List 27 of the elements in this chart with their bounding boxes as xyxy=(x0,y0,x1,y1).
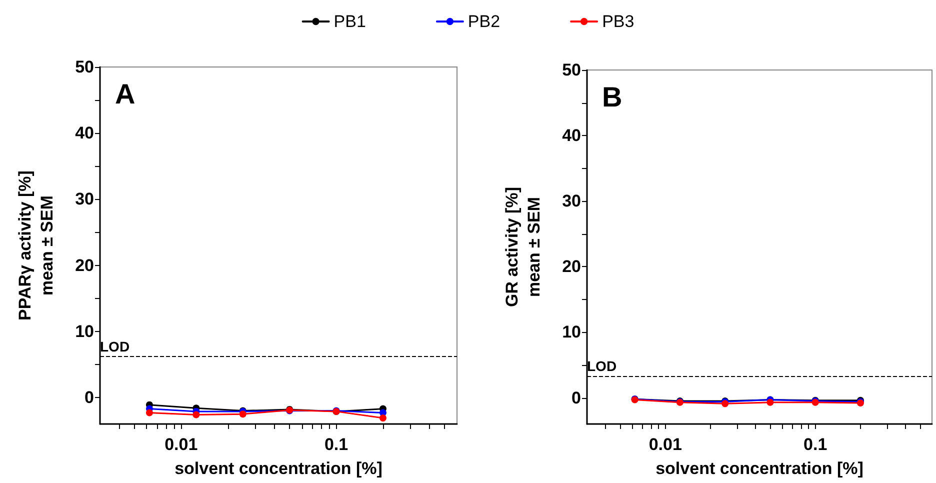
y-axis-title: GR activity [%] mean ± SEM xyxy=(502,187,544,307)
x-axis-title: solvent concentration [%] xyxy=(174,459,382,478)
legend-label: PB1 xyxy=(334,12,366,31)
y-tick-label: 20 xyxy=(75,256,94,275)
y-tick-label: 10 xyxy=(562,322,581,342)
y-tick-label: 30 xyxy=(75,190,94,209)
y-tick-label: 40 xyxy=(75,124,94,143)
y-tick-label: 0 xyxy=(572,388,581,408)
y-tick-label: 10 xyxy=(75,322,94,341)
y-tick-label: 0 xyxy=(84,388,94,408)
x-axis-title: solvent concentration [%] xyxy=(656,459,864,478)
chart-title: A xyxy=(115,78,136,110)
y-axis-title: PPARγ activity [%] mean ± SEM xyxy=(16,170,56,320)
legend-label: PB3 xyxy=(602,12,634,31)
x-tick-label: 0.01 xyxy=(164,435,198,454)
ref-line-label: LOD xyxy=(587,358,617,374)
x-tick-label: 0.1 xyxy=(324,435,348,454)
y-tick-label: 30 xyxy=(562,192,581,211)
ref-line-label: LOD xyxy=(100,338,130,355)
chart-title: B xyxy=(602,82,622,112)
x-tick-label: 0.01 xyxy=(648,435,682,454)
y-tick-label: 40 xyxy=(562,126,581,146)
y-tick-label: 50 xyxy=(562,60,581,80)
y-tick-label: 20 xyxy=(562,257,581,276)
x-tick-label: 0.1 xyxy=(804,435,828,454)
y-tick-label: 50 xyxy=(75,58,94,76)
legend-label: PB2 xyxy=(468,12,500,31)
